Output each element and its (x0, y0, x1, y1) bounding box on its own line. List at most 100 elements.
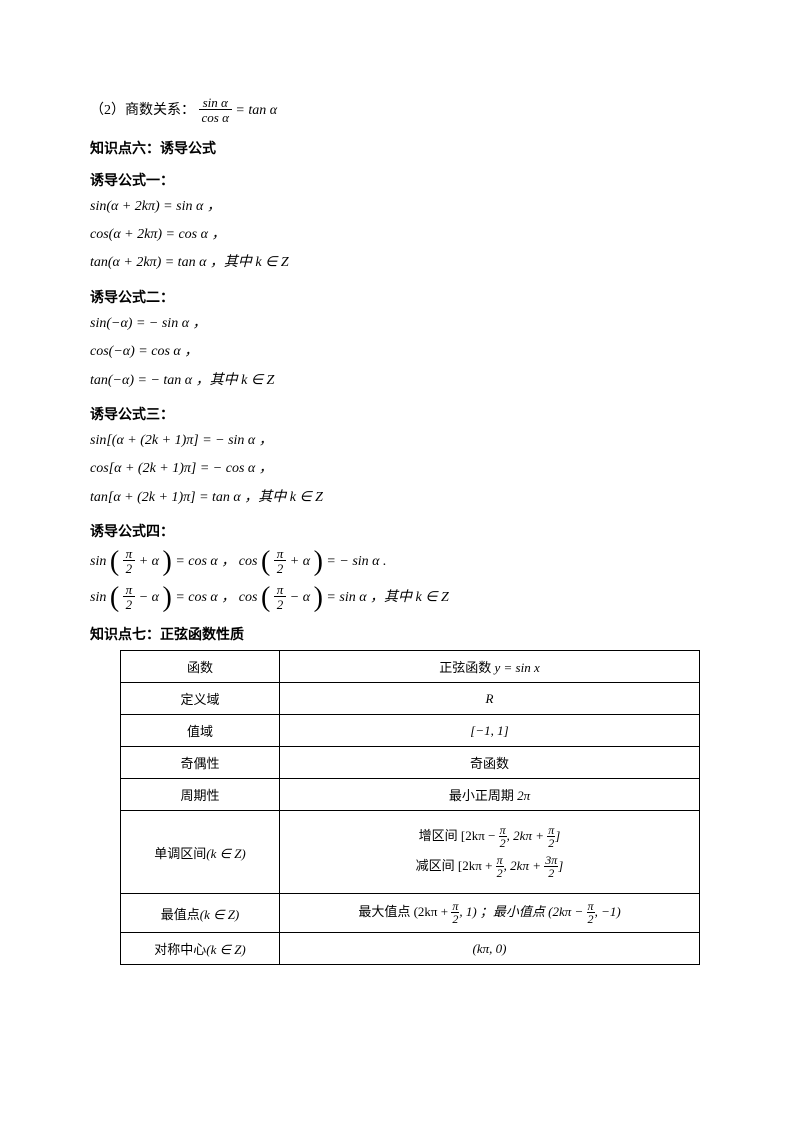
table-row: 对称中心(k ∈ Z) (kπ, 0) (121, 933, 700, 965)
pi-half3: π 2 (123, 583, 136, 613)
lparen: ( (110, 548, 119, 576)
cell-parity-label: 奇偶性 (121, 747, 280, 779)
frac-3pi2: 3π2 (544, 854, 558, 880)
cell-domain-value: R (280, 683, 700, 715)
formula-1b: cos(α + 2kπ) = cos α ， (90, 224, 704, 246)
table-row: 值域 [−1, 1] (121, 715, 700, 747)
plus-alpha: + α (139, 554, 159, 569)
frac-num: sin α (199, 96, 232, 110)
formula-1a: sin(α + 2kπ) = sin α ， (90, 196, 704, 218)
table-row: 定义域 R (121, 683, 700, 715)
sine-properties-table: 函数 正弦函数 y = sin x 定义域 R 值域 [−1, 1] 奇偶性 奇… (120, 650, 700, 965)
cell-function-label: 函数 (121, 651, 280, 683)
lparen3: ( (110, 584, 119, 612)
heading-six: 知识点六：诱导公式 (90, 138, 704, 158)
f4a-sin: sin (90, 554, 106, 569)
inc-pre: 增区间 [2kπ − (419, 828, 499, 843)
den-2: 2 (123, 561, 136, 577)
table-row: 周期性 最小正周期 2π (121, 779, 700, 811)
table-row: 奇偶性 奇函数 (121, 747, 700, 779)
frac-den: cos α (199, 110, 232, 126)
cell-parity-value: 奇函数 (280, 747, 700, 779)
r6-kz: (k ∈ Z) (206, 846, 245, 861)
rparen3: ) (162, 584, 171, 612)
den-2c: 2 (123, 597, 136, 613)
quotient-fraction: sin α cos α (199, 96, 232, 126)
inc-end: ] (555, 828, 560, 843)
table-row: 函数 正弦函数 y = sin x (121, 651, 700, 683)
f4a-cos: cos (239, 554, 258, 569)
cell-range-value: [−1, 1] (280, 715, 700, 747)
eq-neg-sin: = − sin α . (326, 554, 386, 569)
lparen2: ( (261, 548, 270, 576)
frac-pi2-a: π2 (499, 824, 507, 850)
num-pi3: π (123, 583, 136, 597)
formula-4a: sin ( π 2 + α ) = cos α ， cos ( π 2 + α … (90, 547, 704, 577)
rparen2: ) (314, 548, 323, 576)
max-end: , 1) ；最小值点 (2kπ − (459, 904, 586, 919)
pi-half: π 2 (123, 547, 136, 577)
lparen4: ( (261, 584, 270, 612)
den-2d: 2 (274, 597, 287, 613)
rparen: ) (162, 548, 171, 576)
cell-function-value: 正弦函数 y = sin x (280, 651, 700, 683)
eq-cos2: = cos α ， (175, 590, 238, 605)
num-pi: π (123, 547, 136, 561)
rparen4: ) (314, 584, 323, 612)
r6-label: 单调区间 (154, 846, 206, 861)
num-pi2: π (274, 547, 287, 561)
pi-half4: π 2 (274, 583, 287, 613)
cell-monotone-label: 单调区间(k ∈ Z) (121, 811, 280, 894)
formula-3a: sin[(α + (2k + 1)π] = − sin α ， (90, 430, 704, 452)
cell-range-label: 值域 (121, 715, 280, 747)
quotient-relation-line: （2）商数关系： sin α cos α = tan α (90, 96, 704, 126)
dec-mid: , 2kπ + (504, 858, 545, 873)
formula-2b: cos(−α) = cos α ， (90, 341, 704, 363)
cell-symmetry-value: (kπ, 0) (280, 933, 700, 965)
inc-mid: , 2kπ + (507, 828, 548, 843)
r8-kz: (k ∈ Z) (206, 942, 245, 957)
quotient-prefix: （2）商数关系： (90, 103, 195, 118)
cell-monotone-value: 增区间 [2kπ − π2, 2kπ + π2] 减区间 [2kπ + π2, … (280, 811, 700, 894)
r5-math: 2π (517, 788, 530, 803)
formula-1c: tan(α + 2kπ) = tan α ，其中 k ∈ Z (90, 252, 704, 274)
f4b-cos: cos (239, 590, 258, 605)
cell-extrema-value: 最大值点 (2kπ + π2, 1) ；最小值点 (2kπ − π2, −1) (280, 894, 700, 933)
increasing-interval: 增区间 [2kπ − π2, 2kπ + π2] (284, 824, 695, 850)
sub-one: 诱导公式一： (90, 170, 704, 190)
pi-half2: π 2 (274, 547, 287, 577)
den-2b: 2 (274, 561, 287, 577)
table-row: 最值点(k ∈ Z) 最大值点 (2kπ + π2, 1) ；最小值点 (2kπ… (121, 894, 700, 933)
formula-3b: cos[α + (2k + 1)π] = − cos α ， (90, 458, 704, 480)
r1c2-math: y = sin x (495, 660, 540, 675)
formula-3c: tan[α + (2k + 1)π] = tan α ，其中 k ∈ Z (90, 487, 704, 509)
cell-extrema-label: 最值点(k ∈ Z) (121, 894, 280, 933)
table-row: 单调区间(k ∈ Z) 增区间 [2kπ − π2, 2kπ + π2] 减区间… (121, 811, 700, 894)
dec-end: ] (558, 858, 563, 873)
frac-pi2-c: π2 (496, 854, 504, 880)
plus-alpha2: + α (290, 554, 310, 569)
r8-label: 对称中心 (154, 942, 206, 957)
r5-pre: 最小正周期 (449, 788, 517, 803)
formula-4b: sin ( π 2 − α ) = cos α ， cos ( π 2 − α … (90, 583, 704, 613)
heading-seven: 知识点七：正弦函数性质 (90, 624, 704, 644)
formula-2c: tan(−α) = − tan α ，其中 k ∈ Z (90, 370, 704, 392)
cell-symmetry-label: 对称中心(k ∈ Z) (121, 933, 280, 965)
frac-pi2-e: π2 (587, 900, 595, 926)
f4b-sin: sin (90, 590, 106, 605)
cell-domain-label: 定义域 (121, 683, 280, 715)
r7-label: 最值点 (161, 907, 200, 922)
minus-alpha2: − α (290, 590, 310, 605)
decreasing-interval: 减区间 [2kπ + π2, 2kπ + 3π2] (284, 854, 695, 880)
r7-kz: (k ∈ Z) (200, 907, 239, 922)
cell-period-value: 最小正周期 2π (280, 779, 700, 811)
cell-period-label: 周期性 (121, 779, 280, 811)
min-end: , −1) (595, 904, 621, 919)
sub-three: 诱导公式三： (90, 404, 704, 424)
r1c2-pre: 正弦函数 (439, 660, 494, 675)
quotient-eq: = tan α (235, 103, 277, 118)
page-content: （2）商数关系： sin α cos α = tan α 知识点六：诱导公式 诱… (0, 0, 794, 1025)
sub-four: 诱导公式四： (90, 521, 704, 541)
eq-sin: = sin α ，其中 k ∈ Z (326, 590, 448, 605)
sub-two: 诱导公式二： (90, 287, 704, 307)
